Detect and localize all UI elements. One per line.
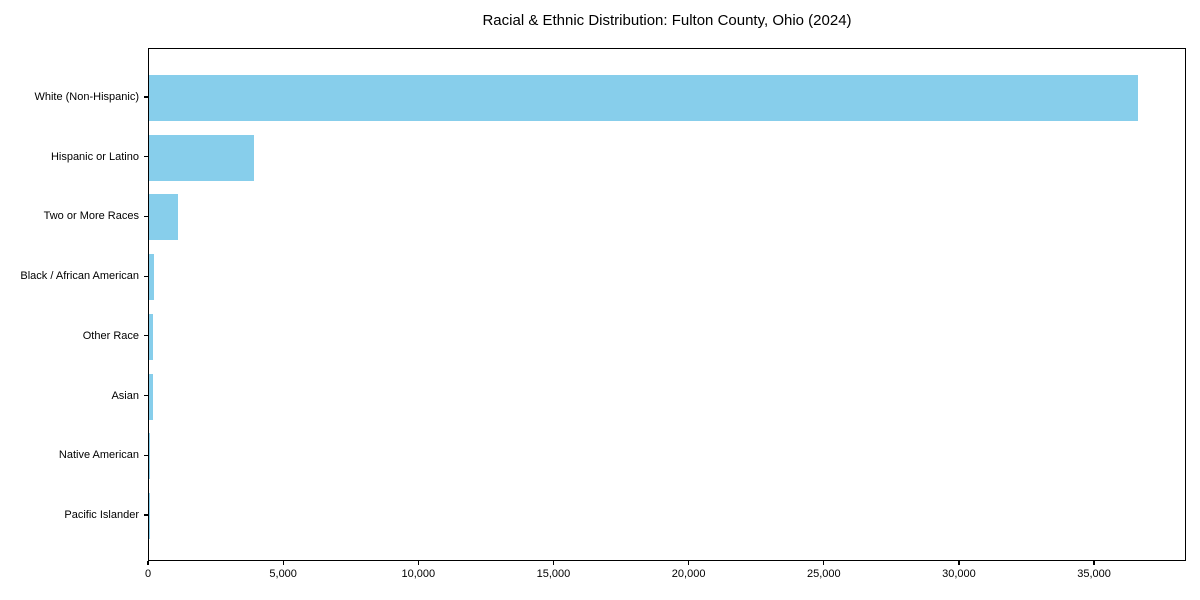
y-axis-label: Two or More Races bbox=[43, 210, 139, 223]
y-tick-mark bbox=[144, 514, 148, 516]
y-tick-mark bbox=[144, 454, 148, 456]
plot-area bbox=[148, 48, 1186, 561]
y-tick-mark bbox=[144, 335, 148, 337]
x-axis-tick-label: 25,000 bbox=[806, 568, 841, 580]
bar-black-african-american bbox=[149, 254, 154, 301]
bar-asian bbox=[149, 373, 154, 420]
x-tick-mark bbox=[552, 561, 555, 565]
x-tick-mark bbox=[282, 561, 284, 565]
x-tick-mark bbox=[417, 561, 419, 565]
y-axis-label: Pacific Islander bbox=[64, 509, 139, 521]
x-tick-mark bbox=[1093, 561, 1095, 565]
y-axis-label: Hispanic or Latino bbox=[50, 150, 139, 163]
y-tick-mark bbox=[144, 156, 148, 158]
y-axis-label: Asian bbox=[111, 389, 139, 402]
bar-two-or-more-races bbox=[149, 194, 178, 241]
y-tick-mark bbox=[144, 394, 148, 397]
x-axis-tick-label: 10,000 bbox=[401, 568, 436, 580]
bar-other-race bbox=[149, 313, 154, 360]
y-axis-label: Native American bbox=[58, 449, 139, 462]
y-tick-mark bbox=[144, 215, 148, 218]
y-axis-label: Black / African American bbox=[20, 270, 139, 283]
chart-title: Racial & Ethnic Distribution: Fulton Cou… bbox=[482, 12, 852, 29]
bar-native-american bbox=[149, 433, 151, 480]
x-axis-tick-label: 0 bbox=[144, 568, 152, 580]
x-tick-mark bbox=[147, 561, 149, 565]
x-tick-mark bbox=[823, 561, 825, 565]
x-axis-tick-label: 5,000 bbox=[269, 568, 297, 580]
x-axis-tick-label: 30,000 bbox=[942, 568, 976, 580]
x-tick-mark bbox=[688, 561, 690, 565]
bar-white-non-hispanic bbox=[149, 75, 1139, 121]
x-tick-mark bbox=[958, 561, 960, 565]
y-tick-mark bbox=[144, 96, 148, 98]
y-axis-label: Other Race bbox=[82, 329, 139, 342]
y-axis-label: White (Non-Hispanic) bbox=[34, 91, 139, 103]
bar-hispanic-or-latino bbox=[149, 134, 255, 181]
y-tick-mark bbox=[144, 275, 148, 277]
x-axis-tick-label: 20,000 bbox=[671, 568, 706, 580]
x-axis-tick-label: 35,000 bbox=[1077, 568, 1111, 580]
x-axis-tick-label: 15,000 bbox=[536, 568, 571, 580]
